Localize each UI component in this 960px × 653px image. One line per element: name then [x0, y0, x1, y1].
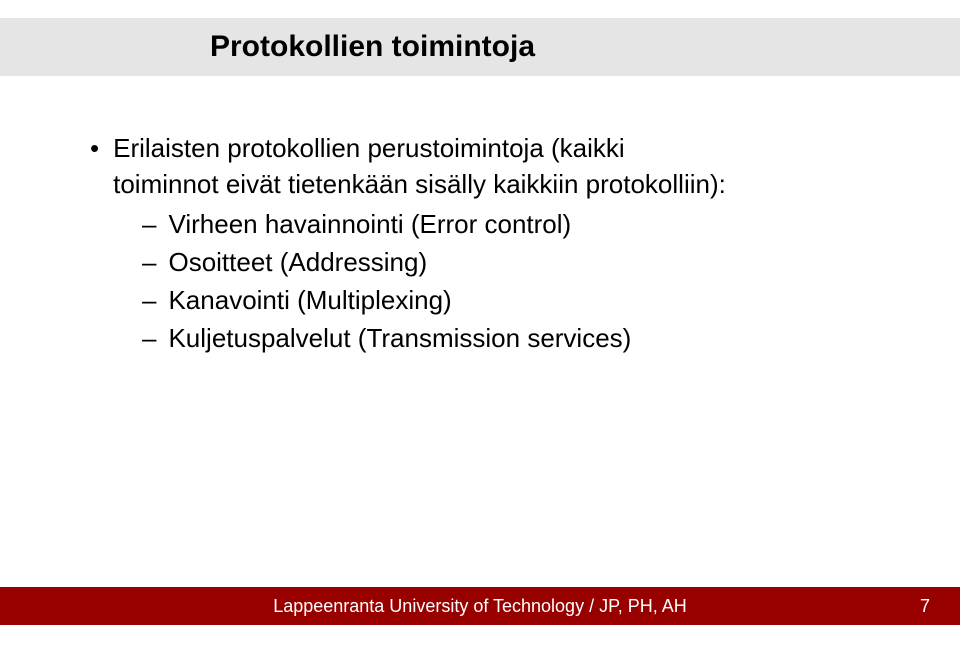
sub-list: – Virheen havainnointi (Error control) –…	[142, 206, 890, 356]
sub-item-text: Kanavointi (Multiplexing)	[168, 282, 451, 318]
bullet-icon: •	[90, 130, 99, 166]
slide-title: Protokollien toimintoja	[0, 30, 535, 64]
footer-bar: Lappeenranta University of Technology / …	[0, 587, 960, 625]
sub-item-text: Osoitteet (Addressing)	[168, 244, 427, 280]
dash-icon: –	[142, 282, 156, 318]
title-band: Protokollien toimintoja	[0, 18, 960, 76]
bullet-item: • Erilaisten protokollien perustoimintoj…	[90, 130, 890, 202]
sub-item-text: Kuljetuspalvelut (Transmission services)	[168, 320, 631, 356]
footer-text: Lappeenranta University of Technology / …	[273, 596, 687, 617]
list-item: – Kanavointi (Multiplexing)	[142, 282, 890, 318]
dash-icon: –	[142, 244, 156, 280]
list-item: – Osoitteet (Addressing)	[142, 244, 890, 280]
content-area: • Erilaisten protokollien perustoimintoj…	[90, 130, 890, 358]
slide: Protokollien toimintoja • Erilaisten pro…	[0, 0, 960, 653]
dash-icon: –	[142, 320, 156, 356]
dash-icon: –	[142, 206, 156, 242]
sub-item-text: Virheen havainnointi (Error control)	[168, 206, 571, 242]
bullet-line-1: Erilaisten protokollien perustoimintoja …	[113, 133, 625, 163]
list-item: – Virheen havainnointi (Error control)	[142, 206, 890, 242]
list-item: – Kuljetuspalvelut (Transmission service…	[142, 320, 890, 356]
bullet-line-2: toiminnot eivät tietenkään sisälly kaikk…	[113, 169, 726, 199]
bullet-text: Erilaisten protokollien perustoimintoja …	[113, 130, 726, 202]
page-number: 7	[920, 596, 930, 617]
